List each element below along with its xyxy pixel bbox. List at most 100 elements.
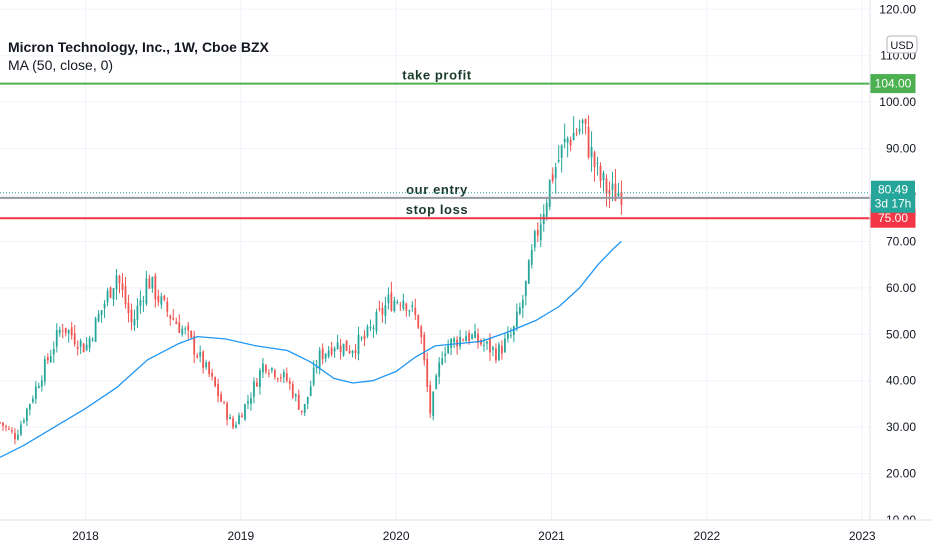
candle	[450, 337, 453, 356]
axis-tag-value-take-profit: 104.00	[875, 77, 912, 91]
candle-body	[605, 178, 608, 194]
candle-body	[512, 326, 515, 335]
candlestick-series	[0, 115, 623, 445]
candle	[61, 323, 64, 339]
currency-badge[interactable]: USD	[886, 35, 918, 54]
candle	[405, 302, 408, 317]
candle	[581, 118, 584, 135]
candle-body	[309, 386, 312, 396]
horizontal-levels[interactable]: take profit our entry stop loss	[0, 68, 870, 220]
candle	[495, 343, 497, 364]
candle	[20, 420, 22, 437]
candle	[509, 327, 512, 339]
bar-countdown: 3d 17h	[875, 197, 912, 211]
candle-body	[70, 327, 73, 336]
candle	[196, 352, 199, 359]
symbol-title[interactable]: Micron Technology, Inc., 1W, Cboe BZX	[8, 39, 269, 55]
currency-label: USD	[890, 40, 913, 52]
candle-body	[214, 377, 217, 387]
candle-body	[241, 415, 243, 418]
candle-body	[97, 314, 100, 322]
candle-body	[593, 152, 596, 167]
candle	[477, 328, 479, 349]
candle	[521, 294, 524, 319]
candle	[202, 350, 205, 374]
candle	[256, 377, 258, 387]
candle	[0, 421, 1, 425]
candle	[504, 332, 506, 354]
candle	[354, 344, 357, 360]
ma-indicator-label[interactable]: MA (50, close, 0)	[8, 57, 114, 73]
candle	[238, 412, 240, 425]
candle-body	[193, 335, 196, 355]
candle-body	[530, 249, 533, 265]
candle-body	[61, 330, 64, 332]
candle-body	[11, 430, 13, 432]
candle	[423, 331, 426, 366]
candle	[49, 349, 52, 364]
candle-body	[8, 428, 10, 430]
candle	[524, 280, 527, 306]
candle-body	[608, 189, 611, 195]
candle	[560, 144, 563, 173]
candle-body	[429, 385, 432, 414]
candle-body	[378, 308, 381, 310]
candle	[154, 273, 157, 308]
candle	[106, 287, 109, 307]
candle	[599, 162, 602, 188]
candle	[184, 326, 187, 335]
candle	[103, 299, 106, 319]
candle	[515, 303, 518, 332]
candle	[527, 258, 530, 284]
candle-body	[82, 343, 85, 353]
candle	[408, 309, 411, 317]
candle	[34, 380, 37, 404]
candle-body	[483, 344, 485, 346]
candle-body	[2, 422, 4, 426]
time-axis[interactable]	[0, 519, 932, 550]
candle-body	[369, 327, 372, 329]
candle-body	[360, 337, 363, 339]
candle	[205, 359, 208, 370]
candle-body	[468, 333, 470, 342]
current-price-tag	[871, 180, 915, 213]
time-tick-label: 2021	[538, 529, 565, 543]
candle	[593, 150, 596, 182]
candle	[489, 333, 491, 361]
candle	[327, 345, 330, 359]
candle	[360, 336, 363, 342]
axis-tag-value-stop-loss: 75.00	[878, 211, 908, 225]
candle-body	[37, 386, 40, 388]
candle-body	[166, 301, 169, 312]
level-label-stop-loss: stop loss	[406, 202, 468, 217]
candle-body	[489, 338, 491, 353]
candle	[432, 391, 435, 421]
candle	[548, 179, 551, 211]
price-tick-label: 50.00	[886, 327, 916, 341]
candle-body	[226, 403, 228, 420]
candle	[241, 412, 243, 418]
candle	[220, 391, 222, 403]
candle-body	[196, 355, 199, 358]
candle	[333, 346, 336, 358]
candle-body	[330, 347, 333, 355]
candle-body	[142, 300, 145, 302]
time-tick-label: 2019	[227, 529, 254, 543]
candle-body	[256, 382, 258, 387]
candle	[417, 314, 420, 329]
candle	[465, 330, 467, 342]
candle	[8, 425, 10, 431]
candle-body	[581, 120, 584, 124]
candle	[127, 294, 130, 323]
candle-body	[273, 369, 276, 378]
candle-body	[20, 424, 22, 435]
candle-body	[492, 347, 494, 350]
candle	[471, 332, 473, 340]
candle	[282, 369, 285, 383]
candle	[584, 118, 587, 135]
candle	[530, 244, 533, 269]
candle-body	[387, 294, 390, 304]
candle	[318, 347, 321, 375]
candle	[420, 324, 423, 345]
